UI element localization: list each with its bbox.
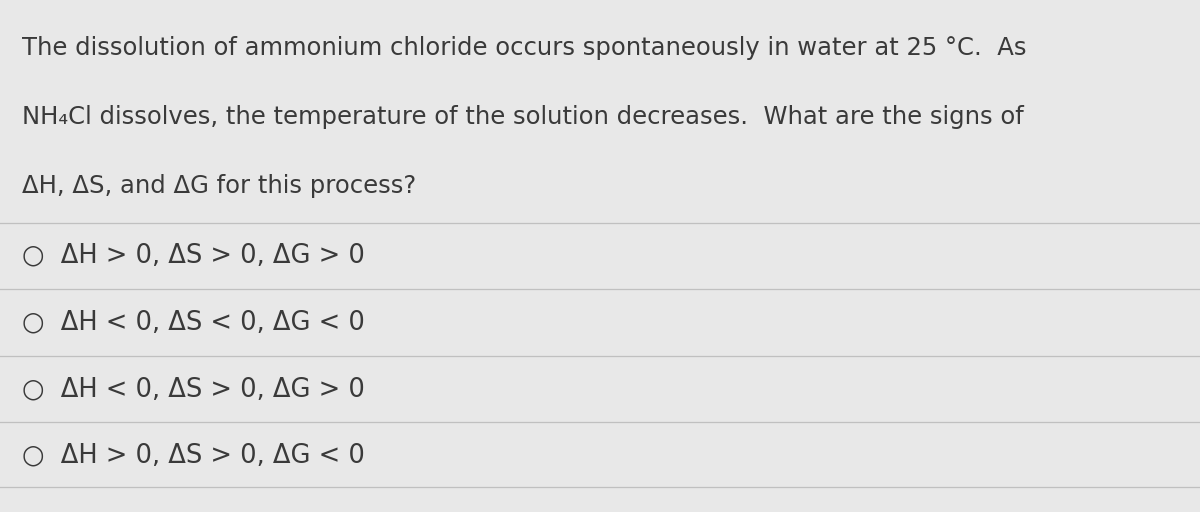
Text: ○  ΔH > 0, ΔS > 0, ΔG > 0: ○ ΔH > 0, ΔS > 0, ΔG > 0 bbox=[22, 243, 365, 269]
Text: NH₄Cl dissolves, the temperature of the solution decreases.  What are the signs : NH₄Cl dissolves, the temperature of the … bbox=[22, 105, 1024, 129]
Text: ○  ΔH < 0, ΔS > 0, ΔG > 0: ○ ΔH < 0, ΔS > 0, ΔG > 0 bbox=[22, 376, 365, 402]
Text: ΔH, ΔS, and ΔG for this process?: ΔH, ΔS, and ΔG for this process? bbox=[22, 174, 416, 198]
Text: ○  ΔH < 0, ΔS < 0, ΔG < 0: ○ ΔH < 0, ΔS < 0, ΔG < 0 bbox=[22, 310, 365, 335]
Text: The dissolution of ammonium chloride occurs spontaneously in water at 25 °C.  As: The dissolution of ammonium chloride occ… bbox=[22, 36, 1026, 60]
Text: ○  ΔH > 0, ΔS > 0, ΔG < 0: ○ ΔH > 0, ΔS > 0, ΔG < 0 bbox=[22, 443, 365, 468]
